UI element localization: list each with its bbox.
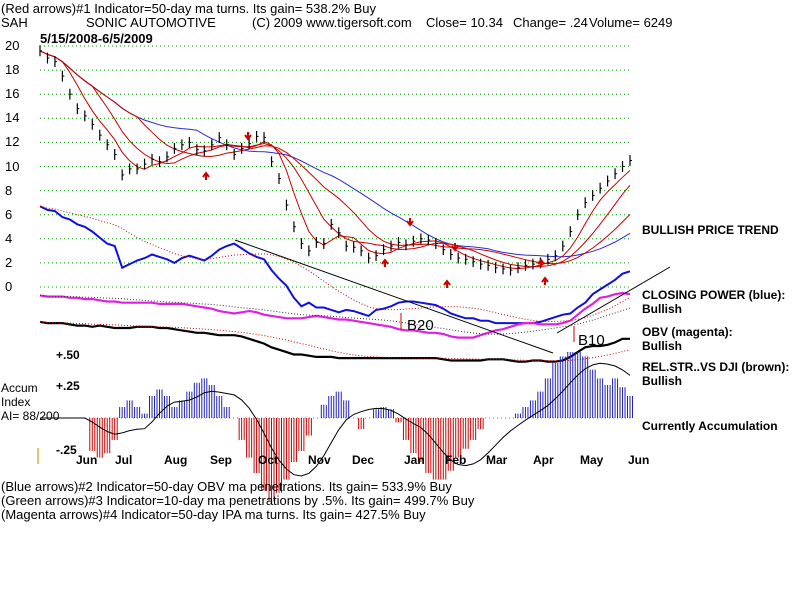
copyright: (C) 2009 www.tigersoft.com — [252, 15, 412, 30]
sell-arrow-head — [406, 220, 414, 227]
footer-line2: (Green arrows)#3 Indicator=10-day ma pen… — [1, 493, 475, 508]
x-tick-label: Sep — [210, 453, 233, 467]
header-line1: (Red arrows)#1 Indicator=50-day ma turns… — [1, 1, 377, 16]
obv-line — [39, 291, 631, 339]
sell-arrow-head — [451, 245, 459, 252]
x-tick-label: Feb — [445, 453, 467, 467]
index-title: Index — [1, 395, 31, 409]
buy-arrow-head — [443, 279, 451, 286]
x-tick-label: Jul — [115, 453, 133, 467]
obv-label: OBV (magenta): — [642, 325, 733, 339]
footer-line1: (Blue arrows)#2 Indicator=50-day OBV ma … — [1, 479, 452, 494]
accumulation-status: Currently Accumulation — [642, 419, 778, 433]
y-tick-label: 4 — [5, 230, 13, 246]
x-tick-label: Dec — [352, 453, 375, 467]
footer-line3: (Magenta arrows)#4 Indicator=50-day IPA … — [1, 507, 426, 522]
x-tick-label: Nov — [308, 453, 331, 467]
rel-strength-ma-line — [39, 321, 631, 362]
company-name: SONIC AUTOMOTIVE — [86, 15, 216, 30]
moving-average-line-2 — [39, 50, 631, 268]
buy-arrow-head — [537, 258, 545, 265]
buy-arrow-head — [541, 276, 549, 283]
x-tick-label: Jan — [404, 453, 425, 467]
sell-arrow-head — [244, 134, 252, 141]
volume-value: Volume= 6249 — [589, 15, 673, 30]
y-tick-label: 14 — [5, 110, 20, 126]
x-tick-label: Aug — [164, 453, 188, 467]
buy-arrow-head — [381, 258, 389, 265]
level-minus-25: -.25 — [56, 443, 77, 457]
x-tick-label: Oct — [258, 453, 279, 467]
x-tick-label: May — [580, 453, 604, 467]
b10-annotation: B10 — [578, 332, 605, 349]
level-plus-50: +.50 — [56, 348, 80, 362]
y-tick-label: 0 — [5, 279, 13, 294]
closing-power-value: Bullish — [642, 302, 683, 316]
change-value: Change= .24 — [513, 15, 588, 30]
bullish-price-trend: BULLISH PRICE TREND — [642, 223, 779, 237]
accum-title: Accum — [1, 381, 38, 395]
ai-value: AI= 88/200 — [1, 409, 60, 423]
buy-arrow-head — [202, 171, 210, 178]
y-tick-label: 20 — [5, 38, 20, 53]
downtrend-line — [234, 239, 554, 354]
y-tick-label: 10 — [5, 158, 20, 174]
long-moving-average-line — [39, 50, 631, 258]
y-tick-label: 12 — [5, 134, 20, 150]
close-value: Close= 10.34 — [426, 15, 503, 30]
symbol: SAH — [1, 15, 28, 30]
accum-ma-line — [40, 362, 631, 477]
obv-value: Bullish — [642, 339, 683, 353]
moving-average-line-1 — [39, 50, 631, 270]
x-tick-label: Apr — [533, 453, 554, 467]
rel-strength-value: Bullish — [642, 374, 683, 388]
y-tick-label: 16 — [5, 86, 20, 102]
date-range: 5/15/2008-6/5/2009 — [40, 31, 153, 46]
rel-strength-line — [39, 320, 630, 363]
x-tick-label: Jun — [76, 453, 98, 467]
y-tick-label: 6 — [5, 206, 13, 222]
x-tick-label: Jun — [628, 453, 650, 467]
level-plus-25: +.25 — [56, 379, 80, 393]
x-tick-label: Mar — [486, 453, 508, 467]
rel-strength-label: REL.STR..VS DJI (brown): — [642, 360, 790, 374]
b20-annotation: B20 — [407, 317, 434, 334]
y-tick-label: 8 — [5, 182, 13, 198]
y-tick-label: 18 — [5, 62, 20, 78]
uptrend-line — [556, 266, 671, 334]
closing-power-label: CLOSING POWER (blue): — [642, 288, 786, 302]
moving-average-line-3 — [39, 50, 631, 265]
y-tick-label: 2 — [5, 254, 13, 270]
